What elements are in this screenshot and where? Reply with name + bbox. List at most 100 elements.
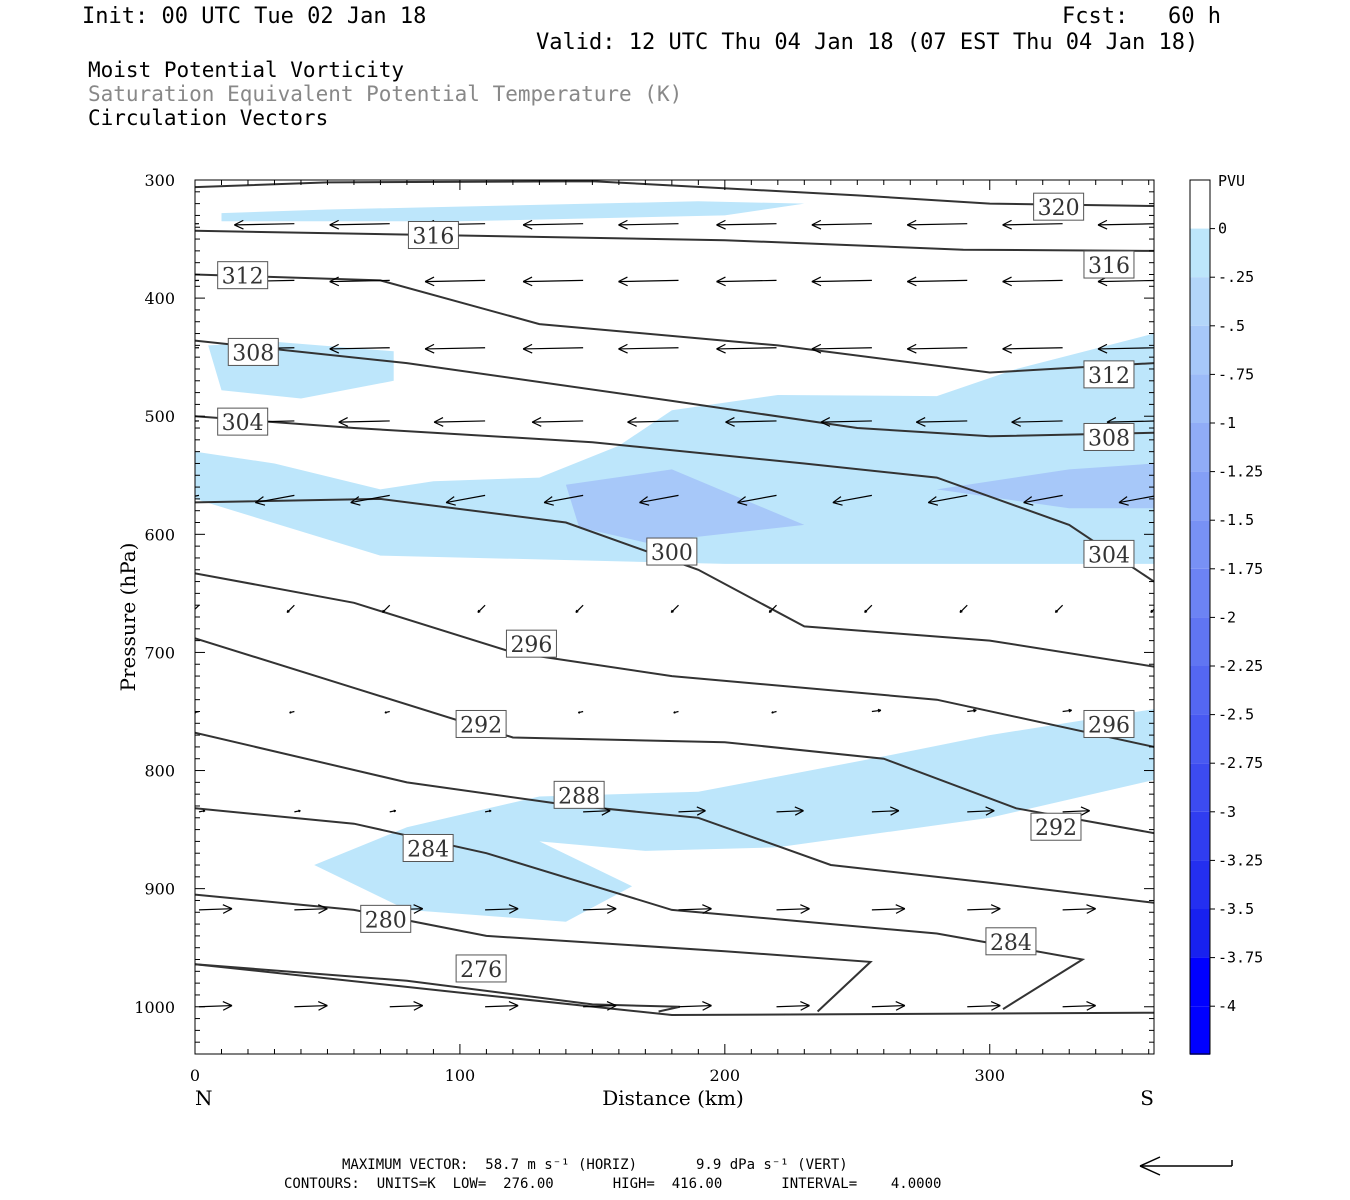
vector-head: [1011, 421, 1021, 427]
contour-label-316: 316: [1083, 250, 1135, 279]
vector-head: [531, 421, 542, 427]
colorbar-label: -3.75: [1218, 949, 1263, 967]
vector-shaft: [234, 223, 295, 226]
contour-label-text: 300: [651, 541, 693, 566]
vector-head: [445, 501, 456, 506]
vector-head: [794, 810, 804, 816]
vector-head: [508, 1005, 519, 1011]
contour-label-box: [217, 261, 269, 290]
circulation-vector: [485, 904, 519, 914]
contour-label-276: 276: [455, 954, 507, 983]
reference-vector: [1139, 1156, 1233, 1176]
vector-shaft: [523, 347, 584, 350]
vector-shaft: [1002, 223, 1063, 226]
vector-head: [607, 1005, 617, 1011]
vector-head: [618, 343, 628, 350]
vector-head: [916, 421, 926, 427]
vector-head: [222, 1005, 233, 1011]
circulation-vector: [424, 343, 486, 354]
vector-shaft: [639, 494, 679, 504]
contour-label-292: 292: [1030, 812, 1082, 841]
x-axis-title: Distance (km): [602, 1086, 744, 1110]
vector-shaft: [1002, 347, 1063, 350]
vector-shaft: [1062, 908, 1096, 911]
vector-head: [895, 1000, 906, 1007]
vector-head: [832, 496, 842, 504]
contour-line-296: [195, 572, 1154, 748]
circulation-vector: [967, 1000, 1001, 1011]
vector-shaft: [776, 908, 810, 911]
vector-shaft: [820, 420, 872, 423]
circulation-vector: [678, 904, 712, 914]
circulation-vector: [433, 417, 486, 427]
circulation-vector: [776, 806, 804, 816]
vector-shaft: [618, 223, 679, 226]
vector-head: [1086, 908, 1096, 914]
contour-line-0: [195, 963, 1154, 1017]
vector-head: [413, 1005, 424, 1011]
vector-shaft: [618, 279, 679, 283]
circulation-vector: [959, 604, 968, 613]
vector-head: [990, 904, 1001, 910]
contour-label-box: [1083, 360, 1135, 389]
contour-label-284: 284: [402, 833, 454, 862]
vector-shaft: [871, 810, 899, 813]
vector-head: [1097, 343, 1108, 350]
vector-shaft: [583, 810, 611, 813]
vector-head: [286, 609, 289, 613]
contour-label-284: 284: [985, 927, 1037, 956]
vector-shaft: [583, 1004, 617, 1008]
colorbar-label: -1: [1218, 414, 1236, 432]
vector-head: [991, 1005, 1001, 1011]
vector-shaft: [1158, 909, 1191, 910]
vector-head: [433, 417, 444, 423]
vector-shaft: [1011, 420, 1063, 423]
contour-line-308: [195, 339, 1154, 438]
vector-head: [1081, 810, 1090, 816]
circulation-vector: [967, 904, 1001, 914]
vector-head: [877, 709, 882, 713]
circulation-vector: [1158, 807, 1185, 815]
vector-head: [725, 417, 735, 423]
y-tick-label: 800: [144, 762, 175, 781]
contour-label-text: 304: [222, 411, 264, 436]
vector-head: [702, 1000, 712, 1007]
contour-label-box: [1083, 709, 1135, 738]
vector-shaft: [678, 908, 712, 911]
vector-shaft: [811, 347, 872, 350]
contour-label-text: 288: [558, 784, 600, 809]
x-right-end-label: S: [1140, 1086, 1154, 1110]
vector-head: [800, 1000, 810, 1007]
mpv-shade-region: [565, 469, 805, 543]
y-tick-label: 300: [144, 171, 175, 190]
vector-head: [696, 806, 706, 812]
contour-label-box: [1083, 422, 1135, 451]
circulation-vector: [871, 806, 900, 816]
vector-head: [618, 348, 628, 354]
circulation-vector: [864, 604, 873, 613]
vector-head: [1164, 710, 1167, 712]
vector-head: [350, 496, 360, 504]
vector-shaft: [716, 279, 777, 283]
vector-head: [329, 224, 340, 230]
circulation-vector: [195, 279, 200, 282]
vector-shaft: [1062, 709, 1072, 713]
x-tick-label: 100: [445, 1066, 476, 1085]
contour-label-text: 292: [460, 713, 502, 738]
vector-shaft: [1150, 608, 1154, 613]
vector-head: [384, 711, 387, 714]
circulation-vector: [445, 494, 486, 506]
vector-head: [985, 810, 995, 816]
vector-head: [508, 908, 519, 914]
colorbar-swatch: [1190, 374, 1210, 423]
circulation-vector: [195, 494, 200, 497]
vector-head: [890, 810, 900, 816]
circulation-vector: [389, 809, 397, 813]
colorbar-swatch: [1190, 325, 1210, 375]
vector-head: [413, 908, 424, 914]
colorbar-swatch: [1190, 277, 1210, 326]
vector-head: [985, 806, 995, 812]
vector-head: [639, 501, 650, 506]
circulation-vector: [1062, 708, 1072, 713]
